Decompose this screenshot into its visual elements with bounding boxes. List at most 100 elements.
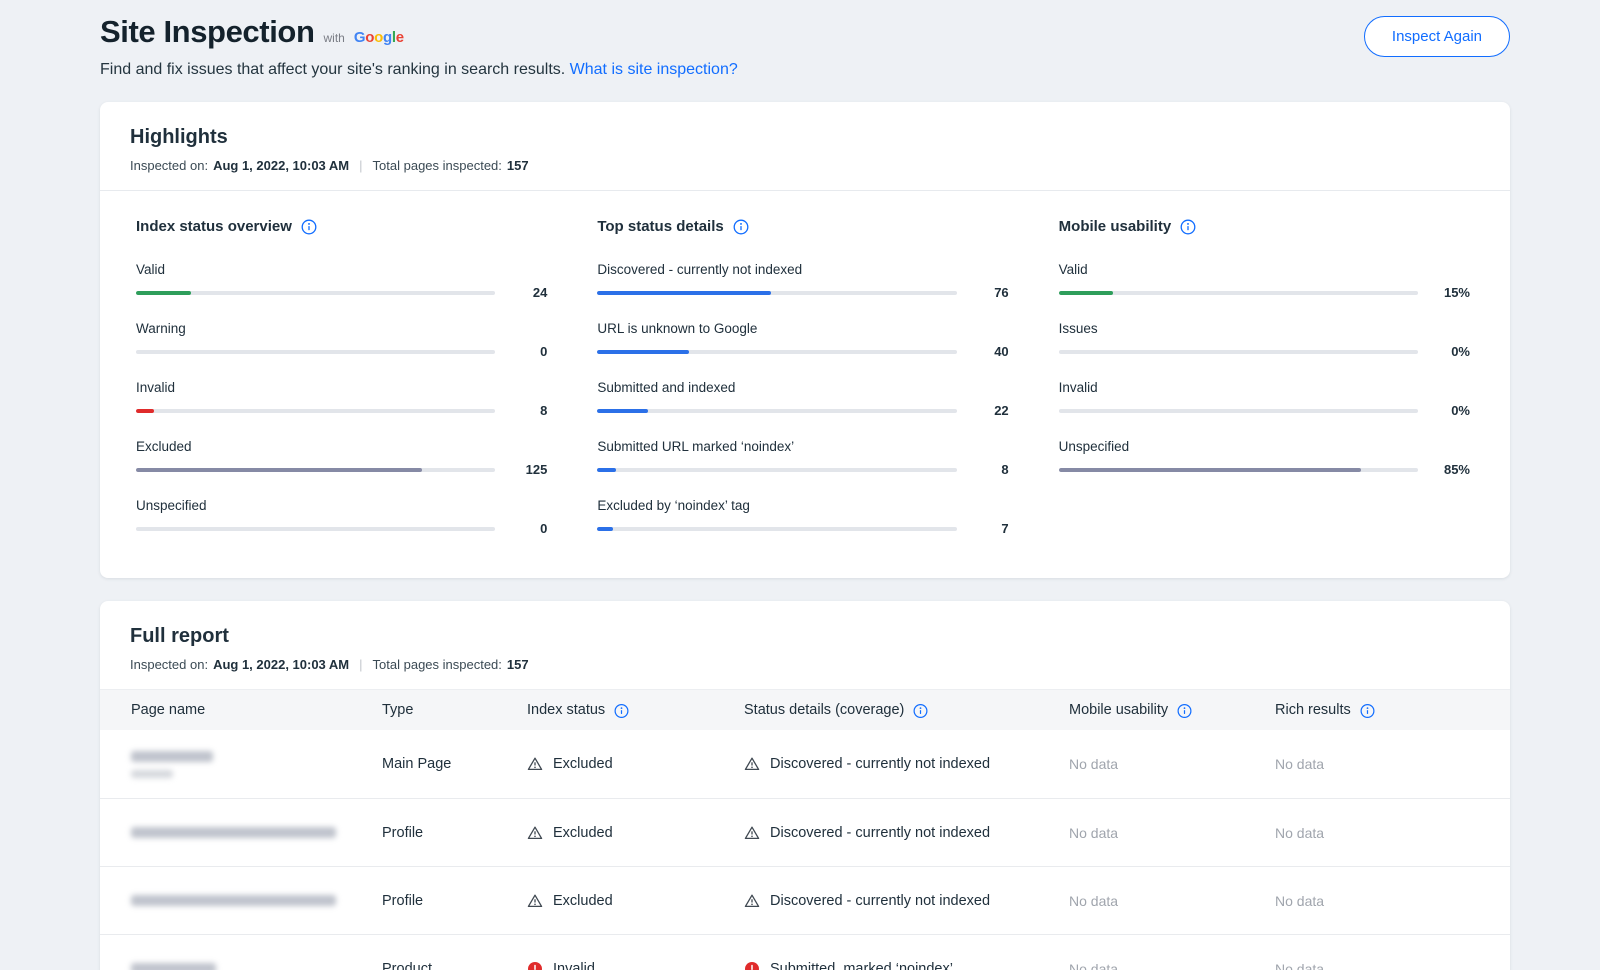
- meta-separator: |: [359, 158, 363, 173]
- full-report-title: Full report: [130, 625, 229, 647]
- info-icon[interactable]: [614, 703, 629, 718]
- info-icon[interactable]: [1180, 219, 1196, 235]
- bar-value: 40: [994, 344, 1009, 359]
- highlights-meta: Inspected on: Aug 1, 2022, 10:03 AM | To…: [130, 158, 1480, 173]
- total-pages-label: Total pages inspected:: [372, 657, 502, 672]
- warning-icon: [527, 893, 543, 909]
- bar-label: Valid: [1058, 262, 1088, 277]
- col-header-label: Index status: [527, 702, 606, 718]
- total-pages-value: 157: [506, 158, 529, 173]
- status-details-cell: Discovered - currently not indexed: [744, 825, 1069, 841]
- bar-label: Valid: [136, 262, 166, 277]
- warning-icon: [527, 756, 543, 772]
- bar-value: 85%: [1443, 462, 1470, 477]
- info-icon[interactable]: [733, 219, 749, 235]
- bar-fill: [597, 526, 614, 531]
- meta-separator: |: [359, 657, 363, 672]
- table-body: Main Page Excluded Discovered - currentl…: [100, 730, 1510, 970]
- type-cell: Main Page: [382, 756, 452, 772]
- rich-results-cell: No data: [1275, 756, 1325, 772]
- bar-value: 125: [525, 462, 548, 477]
- bar-label: Excluded: [136, 439, 192, 454]
- top-status-details-section: Top status details Discovered - currentl…: [597, 218, 1009, 536]
- page-header: Site Inspection with Google Find and fix…: [100, 14, 1510, 79]
- bar-row-excluded: Excluded 125: [136, 439, 547, 477]
- bar-row-url-unknown: URL is unknown to Google 40: [597, 321, 1009, 359]
- col-header-label: Page name: [131, 702, 206, 718]
- page-name-redacted: [131, 895, 382, 906]
- bar-label: Warning: [136, 321, 186, 336]
- redacted-subtext: [131, 769, 173, 778]
- redacted-text: [131, 895, 336, 906]
- bar-value: 24: [532, 285, 548, 300]
- google-letter: o: [374, 29, 383, 46]
- rich-results-cell: No data: [1275, 892, 1325, 909]
- bar-label: Excluded by ‘noindex’ tag: [597, 498, 750, 513]
- with-label: with: [323, 31, 345, 45]
- info-icon[interactable]: [301, 219, 317, 235]
- bar-value: 0%: [1451, 403, 1470, 418]
- bar-track: [136, 467, 496, 472]
- type-cell: Profile: [382, 892, 424, 909]
- total-pages-value: 157: [506, 657, 529, 672]
- bar-row-issues: Issues 0%: [1058, 321, 1470, 359]
- section-title-row: Mobile usability: [1059, 218, 1470, 235]
- page-name-redacted: [131, 750, 382, 778]
- page-header-left: Site Inspection with Google Find and fix…: [100, 14, 738, 79]
- bar-row-submitted-indexed: Submitted and indexed 22: [597, 380, 1009, 418]
- card-divider: [100, 190, 1510, 191]
- bar-track: [597, 467, 957, 472]
- inspected-on-label: Inspected on:: [130, 158, 209, 173]
- bar-track: [597, 290, 957, 295]
- bar-value: 7: [1001, 521, 1009, 536]
- bar-track: [1058, 467, 1418, 472]
- bar-track: [136, 408, 496, 413]
- table-row[interactable]: Product Invalid Submitted, marked ‘noind…: [100, 934, 1510, 970]
- index-status-cell: Invalid: [527, 961, 744, 970]
- index-status-label: Invalid: [553, 960, 595, 970]
- type-cell: Product: [382, 960, 432, 970]
- bar-fill: [136, 467, 423, 472]
- status-details-label: Discovered - currently not indexed: [770, 892, 991, 909]
- status-details-cell: Discovered - currently not indexed: [744, 756, 1069, 772]
- index-status-cell: Excluded: [527, 893, 744, 909]
- status-details-label: Submitted, marked ‘noindex’: [770, 960, 953, 970]
- info-icon[interactable]: [1177, 703, 1192, 718]
- bar-fill: [1058, 467, 1361, 472]
- google-letter: G: [353, 29, 366, 46]
- warning-icon: [744, 893, 760, 909]
- bar-value: 15%: [1443, 285, 1470, 300]
- bar-track: [597, 408, 957, 413]
- error-icon: [744, 961, 760, 970]
- col-header-type: Type: [382, 702, 527, 718]
- full-report-card-head: Full report Inspected on: Aug 1, 2022, 1…: [100, 601, 1510, 689]
- bar-track: [597, 526, 957, 531]
- highlights-title: Highlights: [130, 126, 228, 148]
- col-header-status-details: Status details (coverage): [744, 702, 1069, 718]
- inspect-again-button[interactable]: Inspect Again: [1363, 16, 1510, 57]
- table-row[interactable]: Main Page Excluded Discovered - currentl…: [100, 730, 1510, 798]
- highlights-card-head: Highlights Inspected on: Aug 1, 2022, 10…: [100, 102, 1510, 190]
- bar-track: [1058, 408, 1418, 413]
- bar-value: 0: [540, 344, 548, 359]
- warning-icon: [744, 756, 760, 772]
- status-details-label: Discovered - currently not indexed: [770, 824, 991, 841]
- bar-row-discovered: Discovered - currently not indexed 76: [597, 262, 1009, 300]
- info-icon[interactable]: [1360, 703, 1375, 718]
- info-icon[interactable]: [913, 703, 928, 718]
- bar-fill: [597, 290, 772, 295]
- what-is-site-inspection-link[interactable]: What is site inspection?: [569, 61, 738, 78]
- full-report-card: Full report Inspected on: Aug 1, 2022, 1…: [100, 601, 1510, 970]
- bar-label: Issues: [1058, 321, 1098, 336]
- bar-label: Invalid: [1058, 380, 1098, 395]
- table-row[interactable]: Profile Excluded Discovered - currently …: [100, 866, 1510, 934]
- table-header-row: Page name Type Index status Status detai…: [100, 689, 1510, 730]
- index-status-label: Excluded: [553, 892, 613, 909]
- col-header-label: Rich results: [1275, 702, 1351, 718]
- table-row[interactable]: Profile Excluded Discovered - currently …: [100, 798, 1510, 866]
- bar-label: Submitted URL marked ‘noindex’: [597, 439, 795, 454]
- bar-track: [136, 349, 496, 354]
- mobile-usability-cell: No data: [1069, 824, 1119, 841]
- bar-row-unspecified: Unspecified 0: [136, 498, 547, 536]
